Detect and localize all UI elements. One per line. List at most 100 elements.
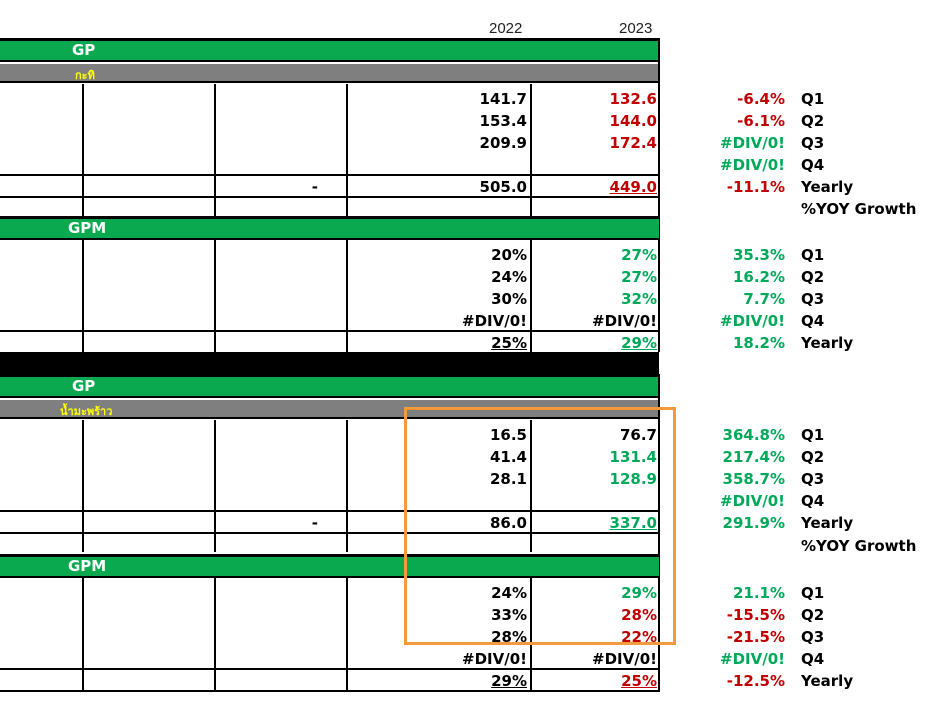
grid-line [0,196,659,198]
grid-line [82,420,84,552]
yoy-value: #DIV/0! [720,156,785,174]
grid-line [346,578,348,692]
row-label: Yearly [801,334,854,352]
highlight-box [404,407,676,645]
yoy-value: -6.4% [737,90,785,108]
yoy-value: 358.7% [722,470,785,488]
yoy-value: 18.2% [732,334,785,352]
grid-line [82,578,84,692]
gp-2023-value: 172.4 [609,134,657,152]
grid-line [214,420,216,552]
yoy-growth-label: %YOY Growth [801,537,917,555]
row-label: Q4 [801,312,825,330]
grid-line [346,84,348,216]
gp-header-label: GP [72,377,96,395]
product-name: กะทิ [75,69,95,82]
product-name: น้ำมะพร้าว [60,405,113,418]
gpm-2022-value: 20% [491,246,527,264]
row-label: Q1 [801,246,825,264]
product-bar-1: กะทิ [0,64,659,83]
gpm-2022-value: #DIV/0! [462,312,527,330]
gpm-2023-value: 29% [621,584,657,602]
gp-2022-value: 86.0 [489,514,527,532]
year-2022-header: 2022 [489,20,523,37]
grid-line [0,174,659,176]
gp-2023-value: 131.4 [609,448,657,466]
row-label: Q3 [801,290,825,308]
gpm-2023-value: 29% [621,334,657,352]
gpm-2022-value: 30% [491,290,527,308]
yoy-value: 217.4% [722,448,785,466]
yoy-growth-label: %YOY Growth [801,200,917,218]
gp-2023-value: 132.6 [609,90,657,108]
section-separator [0,352,659,376]
gpm-2022-value: 24% [491,584,527,602]
row-label: Q3 [801,470,825,488]
row-label: Q3 [801,628,825,646]
gpm-header-bar-1: GPM [0,216,659,240]
yoy-value: 364.8% [722,426,785,444]
gp-2022-value: 505.0 [479,178,527,196]
grid-line [530,578,532,692]
year-2023-header: 2023 [619,20,653,37]
grid-line [346,240,348,352]
gpm-2023-value: 22% [621,628,657,646]
grid-line [530,84,532,216]
gp-2023-value: 76.7 [619,426,657,444]
yoy-value: 16.2% [732,268,785,286]
grid-line [0,330,659,332]
yoy-value: -6.1% [737,112,785,130]
dash-value: - [311,514,318,532]
row-label: Q1 [801,426,825,444]
row-label: Q4 [801,156,825,174]
gp-2022-value: 209.9 [479,134,527,152]
gp-2023-value: 144.0 [609,112,657,130]
gpm-2023-value: 27% [621,268,657,286]
grid-line [658,374,660,692]
gp-2022-value: 28.1 [489,470,527,488]
gp-2022-value: 141.7 [479,90,527,108]
grid-line [214,578,216,692]
gpm-2022-value: 28% [491,628,527,646]
grid-line [346,420,348,552]
row-label: Q2 [801,112,825,130]
dash-value: - [311,178,318,196]
grid-line [0,510,659,512]
yoy-value: -12.5% [726,672,785,690]
gpm-header-bar-2: GPM [0,554,659,578]
gpm-header-label: GPM [68,219,107,237]
yoy-value: 21.1% [732,584,785,602]
row-label: Q4 [801,492,825,510]
gpm-2022-value: 24% [491,268,527,286]
row-label: Yearly [801,178,854,196]
gp-header-bar-2: GP [0,374,659,398]
yoy-value: #DIV/0! [720,134,785,152]
grid-line [82,240,84,352]
gp-2023-value: 337.0 [609,514,657,532]
grid-line [214,240,216,352]
grid-line [0,668,659,670]
yoy-value: -11.1% [726,178,785,196]
yoy-value: #DIV/0! [720,492,785,510]
yoy-value: 291.9% [722,514,785,532]
row-label: Q2 [801,268,825,286]
gpm-2022-value: 25% [491,334,527,352]
gpm-2023-value: #DIV/0! [592,312,657,330]
yoy-value: 35.3% [732,246,785,264]
yoy-value: 7.7% [743,290,785,308]
grid-line [530,420,532,552]
product-bar-2: น้ำมะพร้าว [0,400,659,419]
grid-line [82,84,84,216]
gp-2022-value: 16.5 [489,426,527,444]
gpm-2023-value: #DIV/0! [592,650,657,668]
gpm-2022-value: #DIV/0! [462,650,527,668]
gpm-2023-value: 25% [621,672,657,690]
gp-2023-value: 128.9 [609,470,657,488]
gp-2023-value: 449.0 [609,178,657,196]
row-label: Yearly [801,672,854,690]
row-label: Q1 [801,90,825,108]
gpm-2022-value: 29% [491,672,527,690]
row-label: Q1 [801,584,825,602]
gp-2022-value: 153.4 [479,112,527,130]
yoy-value: #DIV/0! [720,650,785,668]
